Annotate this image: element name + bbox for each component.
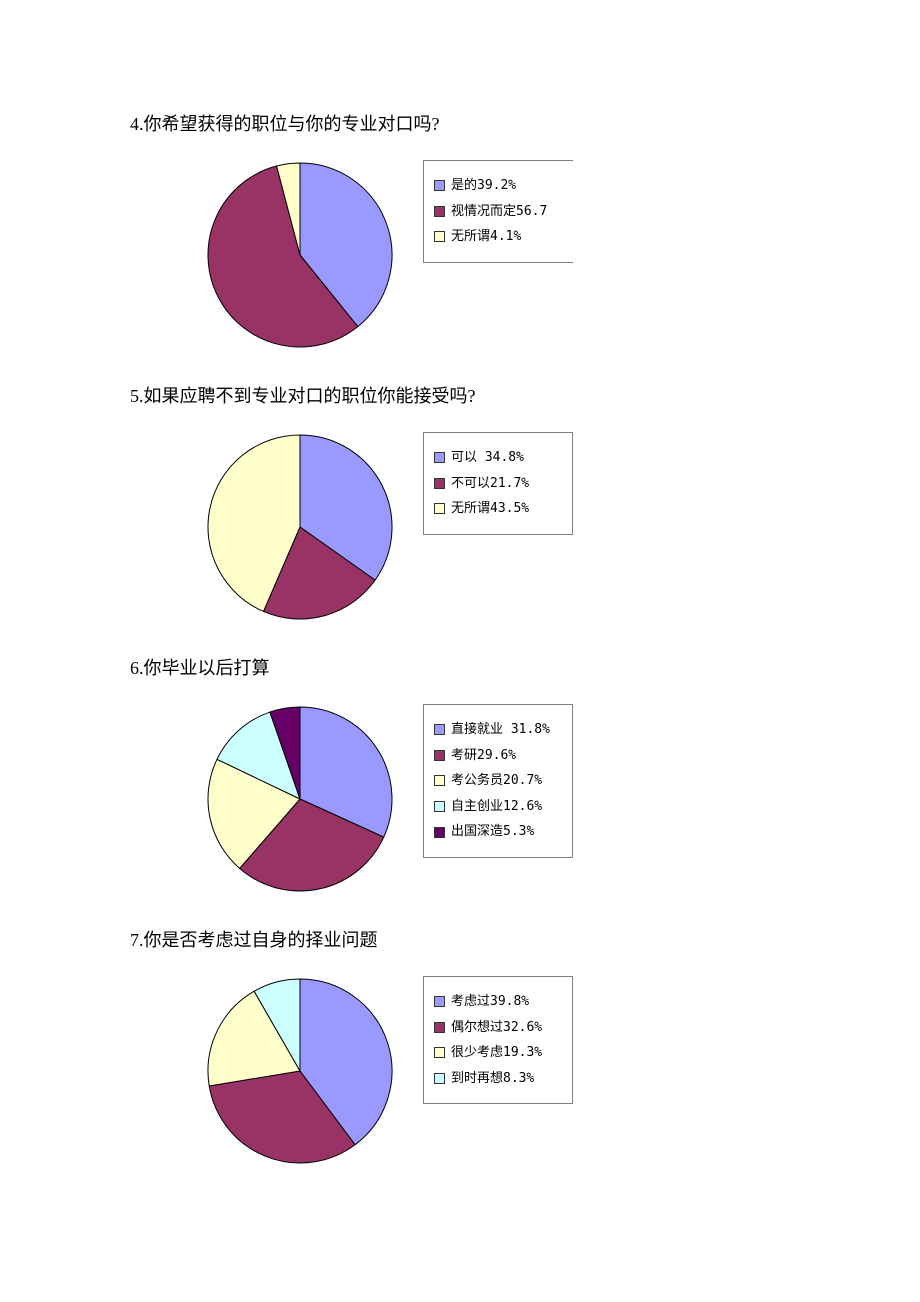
legend-swatch xyxy=(434,724,445,735)
legend-swatch xyxy=(434,1047,445,1058)
legend-label: 不可以21.7% xyxy=(451,476,529,492)
legend-label: 偶尔想过32.6% xyxy=(451,1020,542,1036)
legend-label: 考虑过39.8% xyxy=(451,994,529,1010)
legend-item: 考公务员20.7% xyxy=(432,768,562,794)
legend-label: 无所谓43.5% xyxy=(451,501,529,517)
legend-item: 出国深造5.3% xyxy=(432,819,562,845)
legend-label: 是的39.2% xyxy=(451,178,516,194)
legend-item: 无所谓4.1% xyxy=(432,224,563,250)
legend-swatch xyxy=(434,452,445,463)
legend-item: 偶尔想过32.6% xyxy=(432,1015,562,1041)
legend-label: 直接就业 31.8% xyxy=(451,722,550,738)
legend-label: 很少考虑19.3% xyxy=(451,1045,542,1061)
legend: 直接就业 31.8% 考研29.6% 考公务员20.7% 自主创业12.6% 出国深造5… xyxy=(423,704,573,858)
chart-row: 可以 34.8% 不可以21.7% 无所谓43.5% xyxy=(130,432,790,622)
legend-item: 考虑过39.8% xyxy=(432,989,562,1015)
question-block: 4.你希望获得的职位与你的专业对口吗? 是的39.2% 视情况而定56.7 无所谓4.… xyxy=(130,110,790,350)
legend-item: 自主创业12.6% xyxy=(432,794,562,820)
legend-swatch xyxy=(434,1073,445,1084)
question-block: 5.如果应聘不到专业对口的职位你能接受吗? 可以 34.8% 不可以21.7% 无所谓… xyxy=(130,382,790,622)
legend-label: 自主创业12.6% xyxy=(451,799,542,815)
question-title: 7.你是否考虑过自身的择业问题 xyxy=(130,926,790,952)
legend-item: 是的39.2% xyxy=(432,173,563,199)
pie-chart xyxy=(205,976,395,1166)
question-title: 4.你希望获得的职位与你的专业对口吗? xyxy=(130,110,790,136)
legend-item: 很少考虑19.3% xyxy=(432,1040,562,1066)
legend-item: 直接就业 31.8% xyxy=(432,717,562,743)
question-title: 6.你毕业以后打算 xyxy=(130,654,790,680)
legend-swatch xyxy=(434,231,445,242)
legend-label: 无所谓4.1% xyxy=(451,229,521,245)
question-block: 6.你毕业以后打算直接就业 31.8% 考研29.6% 考公务员20.7% 自主创业1… xyxy=(130,654,790,894)
legend-label: 考公务员20.7% xyxy=(451,773,542,789)
legend-label: 考研29.6% xyxy=(451,748,516,764)
pie-chart xyxy=(205,432,395,622)
legend: 是的39.2% 视情况而定56.7 无所谓4.1% xyxy=(423,160,573,263)
legend-label: 到时再想8.3% xyxy=(451,1071,534,1087)
legend-swatch xyxy=(434,801,445,812)
legend-item: 视情况而定56.7 xyxy=(432,199,563,225)
pie-chart xyxy=(205,704,395,894)
legend-swatch xyxy=(434,775,445,786)
legend-swatch xyxy=(434,827,445,838)
legend-item: 无所谓43.5% xyxy=(432,496,562,522)
legend-swatch xyxy=(434,1022,445,1033)
pie-wrap xyxy=(205,160,395,350)
legend-swatch xyxy=(434,996,445,1007)
legend-swatch xyxy=(434,180,445,191)
pie-chart xyxy=(205,160,395,350)
legend-label: 出国深造5.3% xyxy=(451,824,534,840)
legend-item: 不可以21.7% xyxy=(432,471,562,497)
legend-label: 可以 34.8% xyxy=(451,450,524,466)
page: 4.你希望获得的职位与你的专业对口吗? 是的39.2% 视情况而定56.7 无所谓4.… xyxy=(0,0,920,1258)
legend: 考虑过39.8% 偶尔想过32.6% 很少考虑19.3% 到时再想8.3% xyxy=(423,976,573,1104)
legend: 可以 34.8% 不可以21.7% 无所谓43.5% xyxy=(423,432,573,535)
chart-row: 是的39.2% 视情况而定56.7 无所谓4.1% xyxy=(130,160,790,350)
legend-item: 可以 34.8% xyxy=(432,445,562,471)
legend-swatch xyxy=(434,503,445,514)
question-title: 5.如果应聘不到专业对口的职位你能接受吗? xyxy=(130,382,790,408)
pie-wrap xyxy=(205,432,395,622)
chart-row: 直接就业 31.8% 考研29.6% 考公务员20.7% 自主创业12.6% 出国深造5… xyxy=(130,704,790,894)
legend-item: 考研29.6% xyxy=(432,743,562,769)
legend-swatch xyxy=(434,206,445,217)
legend-swatch xyxy=(434,750,445,761)
pie-wrap xyxy=(205,976,395,1166)
legend-label: 视情况而定56.7 xyxy=(451,204,547,220)
questions-container: 4.你希望获得的职位与你的专业对口吗? 是的39.2% 视情况而定56.7 无所谓4.… xyxy=(130,110,790,1166)
chart-row: 考虑过39.8% 偶尔想过32.6% 很少考虑19.3% 到时再想8.3% xyxy=(130,976,790,1166)
pie-wrap xyxy=(205,704,395,894)
question-block: 7.你是否考虑过自身的择业问题考虑过39.8% 偶尔想过32.6% 很少考虑19.3… xyxy=(130,926,790,1166)
legend-swatch xyxy=(434,478,445,489)
legend-item: 到时再想8.3% xyxy=(432,1066,562,1092)
